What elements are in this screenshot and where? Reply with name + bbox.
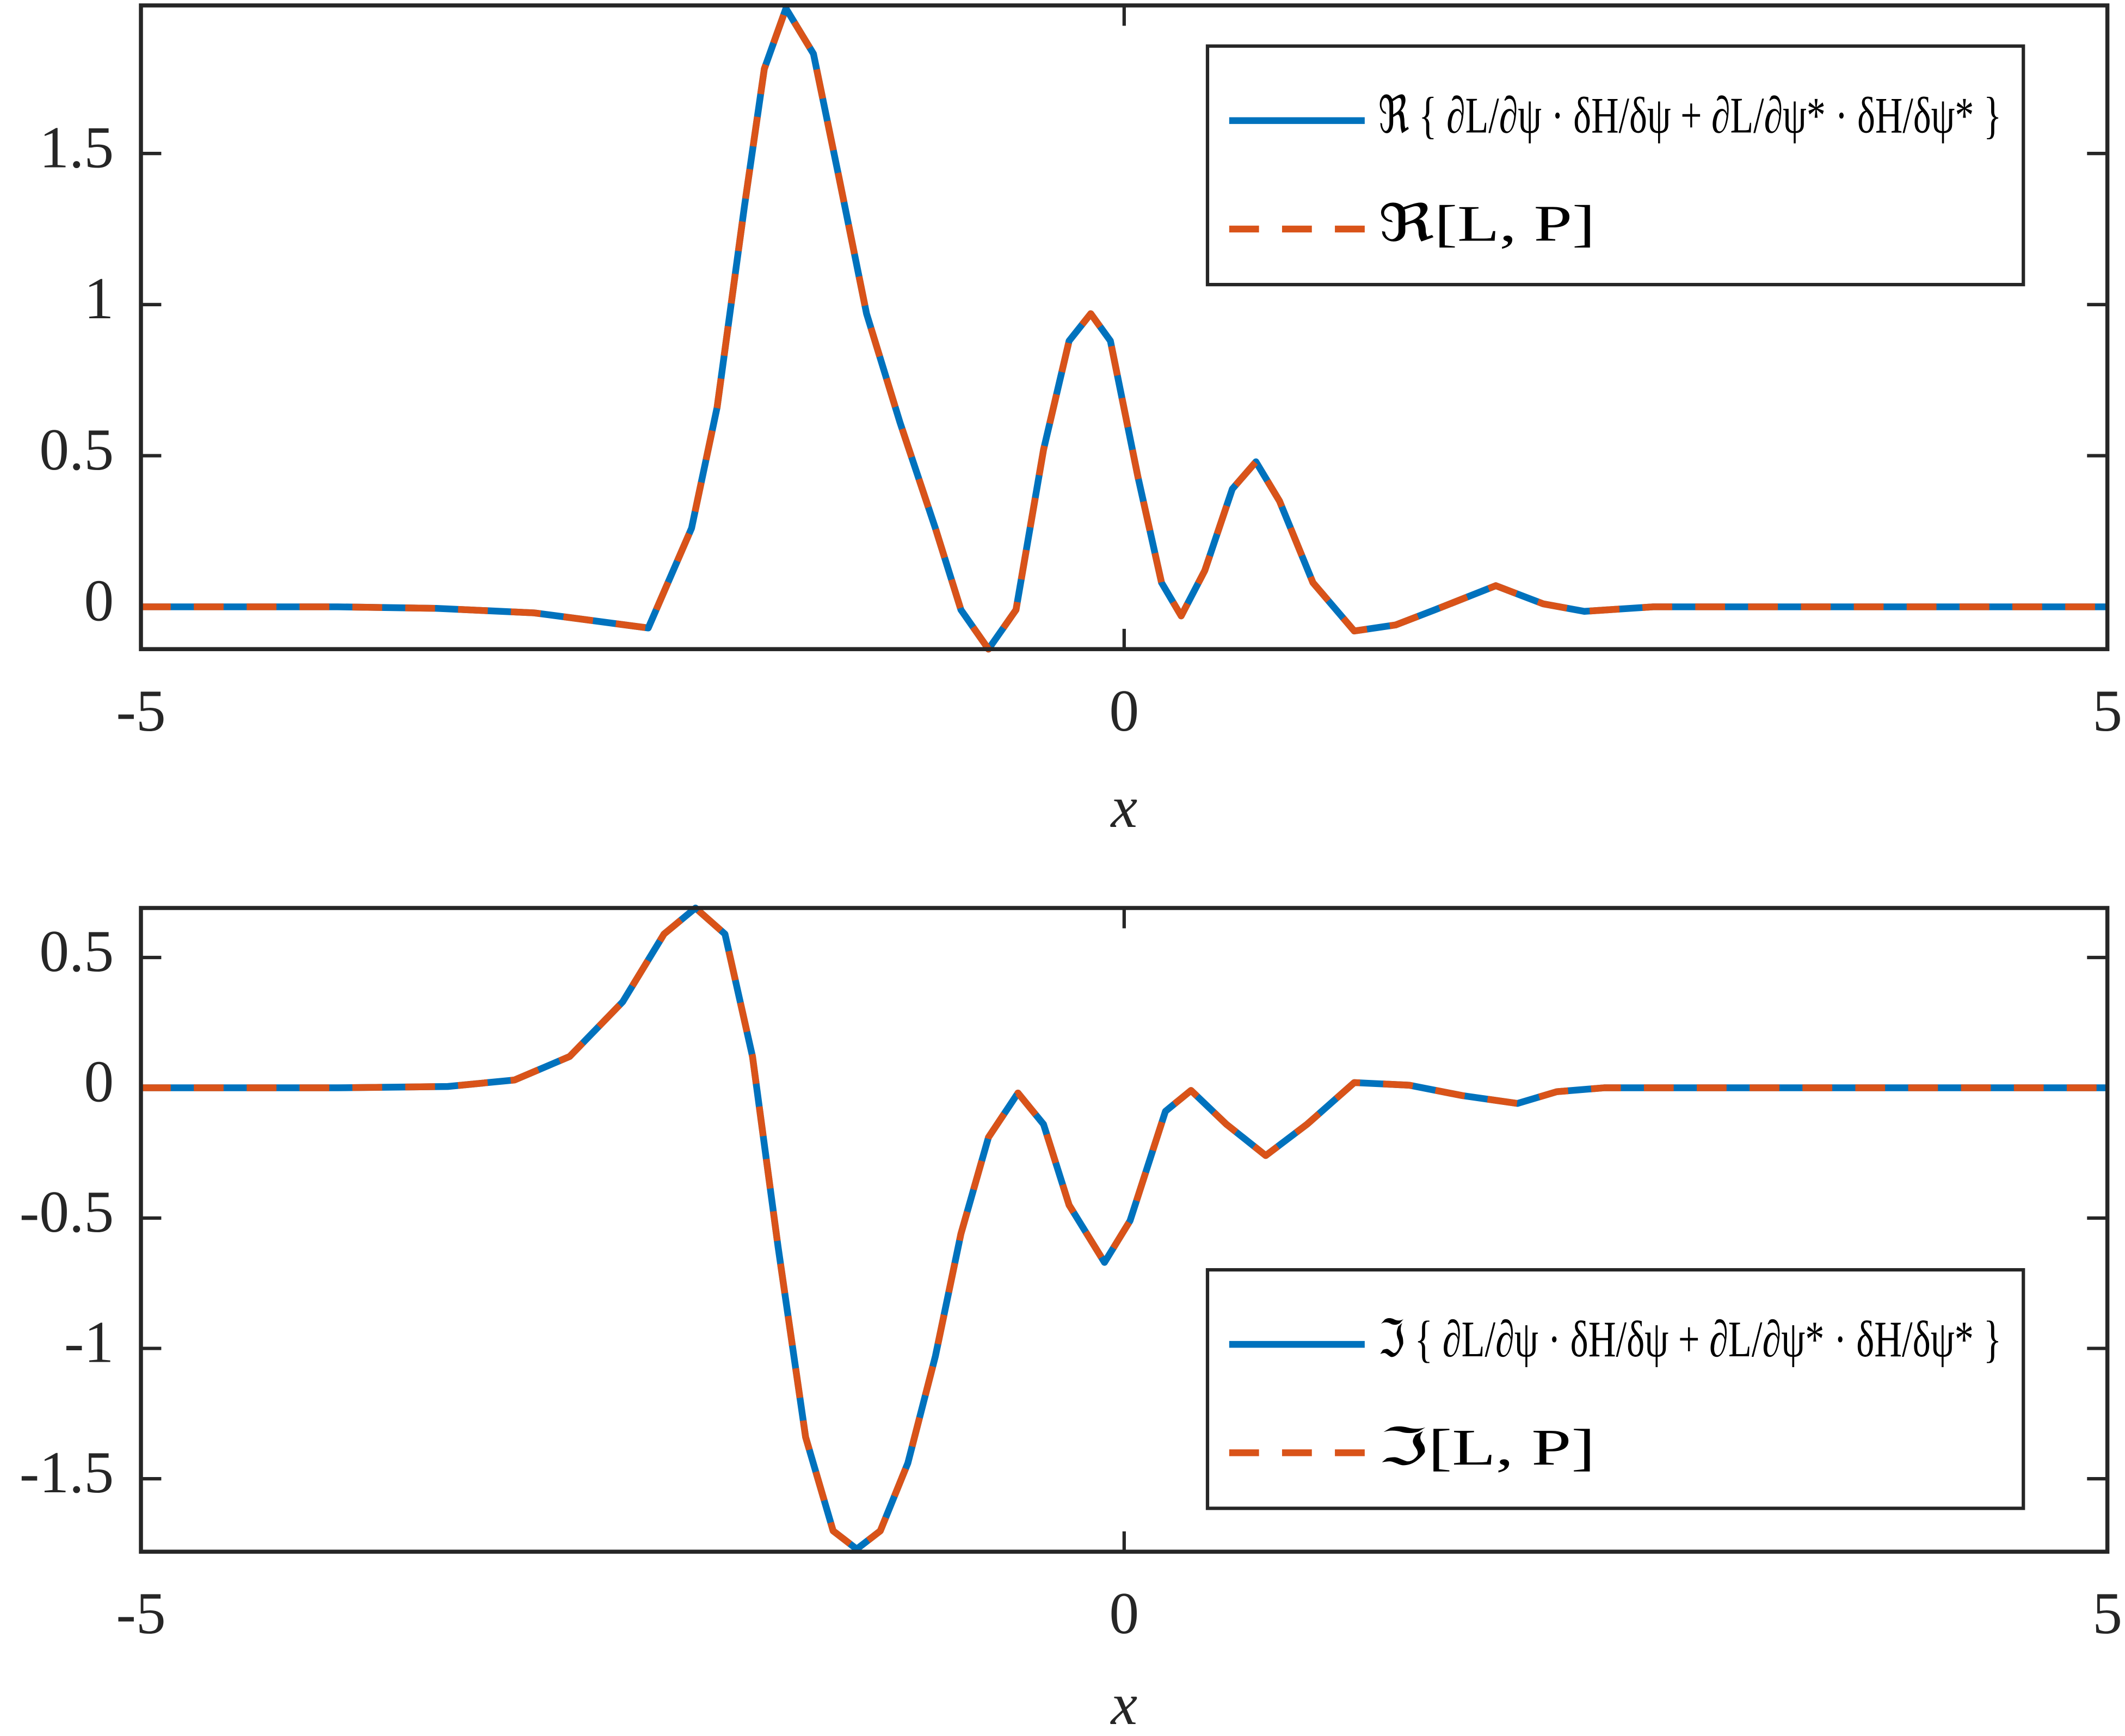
x-tick-label: -5 — [116, 677, 165, 744]
x-tick-label: 5 — [2092, 677, 2122, 744]
y-tick-label: 0 — [84, 1048, 114, 1115]
y-tick-label: -1 — [64, 1309, 114, 1375]
axes-box — [139, 906, 2110, 1554]
y-tick-label: 1 — [84, 265, 114, 331]
axes-box — [139, 3, 2110, 651]
legend-label: ℑ[L, P] — [1378, 1419, 1595, 1476]
y-tick-label: -0.5 — [20, 1178, 114, 1245]
x-axis-label: x — [1110, 774, 1137, 840]
y-tick-label: 1.5 — [39, 114, 114, 180]
y-tick-label: -1.5 — [20, 1439, 114, 1505]
y-tick-label: 0.5 — [39, 918, 114, 984]
legend-label: ℜ[L, P] — [1378, 196, 1595, 252]
x-tick-label: -5 — [116, 1580, 165, 1646]
x-axis-label: x — [1110, 1671, 1137, 1736]
y-tick-label: 0.5 — [39, 416, 114, 483]
y-tick-label: 0 — [84, 567, 114, 634]
legend-label: ℜ { ∂L/∂ψ · δH/δψ + ∂L/∂ψ* · δH/δψ* } — [1378, 87, 2002, 144]
data-line — [141, 904, 2108, 1553]
legend-label: ℑ { ∂L/∂ψ · δH/δψ + ∂L/∂ψ* · δH/δψ* } — [1378, 1311, 2002, 1368]
x-tick-label: 0 — [1109, 677, 1139, 744]
x-tick-label: 5 — [2092, 1580, 2122, 1646]
legend-box — [1205, 44, 2025, 287]
x-tick-label: 0 — [1109, 1580, 1139, 1646]
legend-box — [1205, 1268, 2025, 1510]
data-line — [141, 5, 2108, 653]
